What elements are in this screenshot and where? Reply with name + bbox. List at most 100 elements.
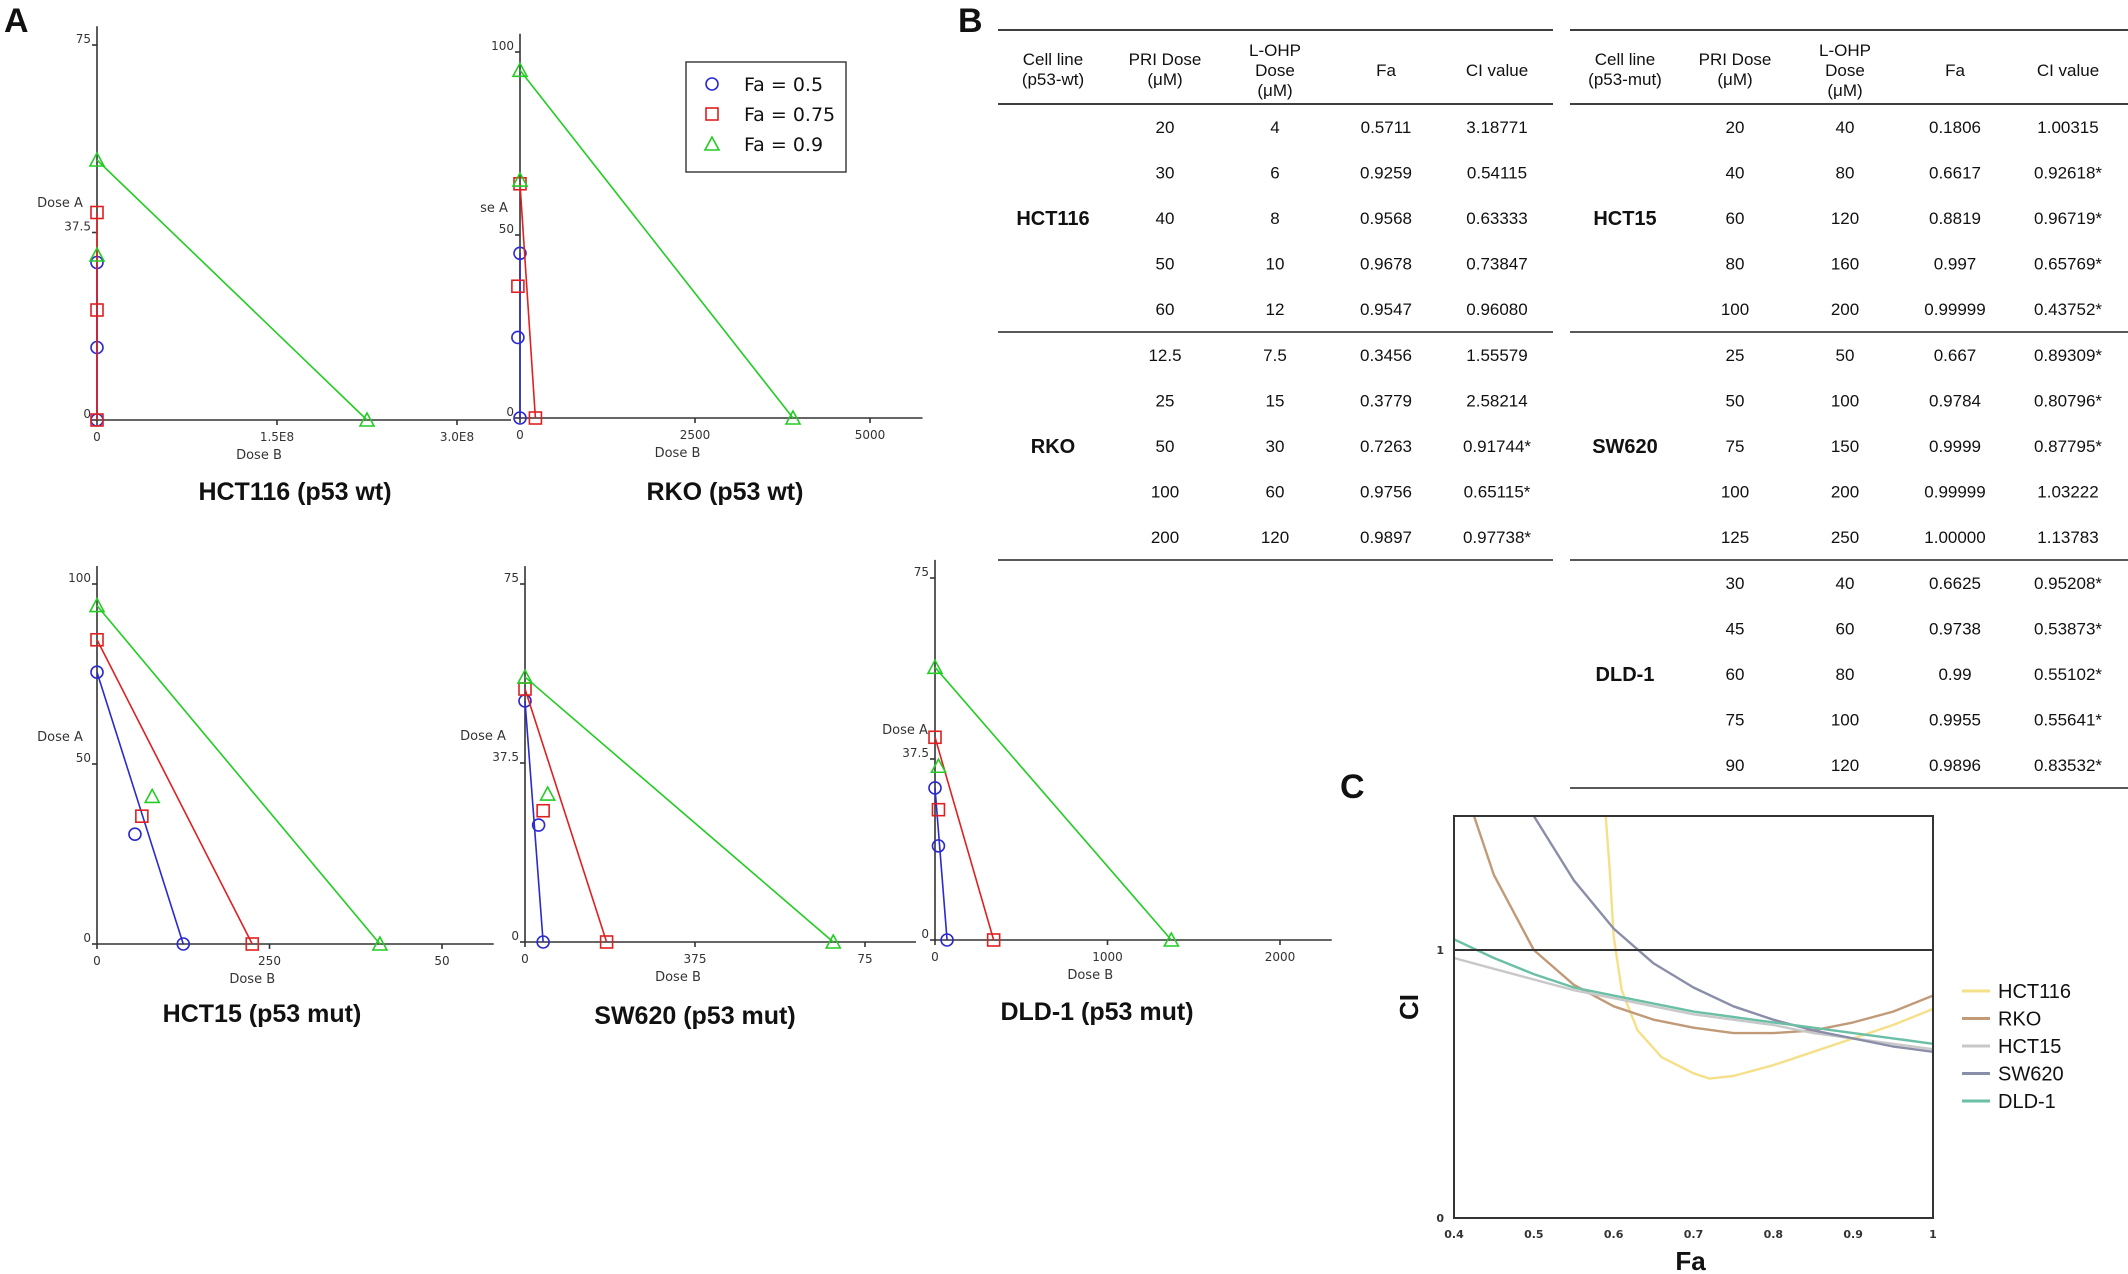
table-cell: 0.55102*	[2034, 665, 2102, 684]
table-cell: 0.43752*	[2034, 300, 2102, 319]
table-cell: 0.63333	[1466, 209, 1527, 228]
isobole-endpoint-b	[90, 413, 104, 427]
y-tick-label: 100	[491, 39, 514, 53]
isobole-endpoint-b	[371, 935, 389, 951]
table-cell: 0.53873*	[2034, 619, 2102, 638]
combination-point	[511, 279, 525, 294]
isobole-line	[519, 183, 537, 419]
table-cell: 60	[1836, 619, 1855, 638]
table-cell: 80	[1836, 665, 1855, 684]
isobole-endpoint-b	[940, 933, 954, 947]
table-cell: 200	[1151, 528, 1179, 547]
isobole-endpoint-b	[358, 411, 376, 427]
table-cell: 0.9897	[1360, 528, 1412, 547]
isobole-endpoint-a	[90, 205, 104, 220]
combination-point	[931, 802, 946, 817]
table-group-label: HCT15	[1593, 208, 1656, 230]
table-header: PRI Dose (μM)	[1699, 50, 1772, 89]
table-cell: 0.5711	[1361, 118, 1412, 137]
table-cell: 60	[1726, 209, 1745, 228]
table-group-label: DLD-1	[1596, 664, 1655, 686]
ci-legend-label: SW620	[1998, 1064, 2064, 1086]
isobole-endpoint-b	[513, 411, 527, 425]
table-cell: 0.80796*	[2034, 391, 2102, 410]
x-tick-label: 0	[93, 954, 101, 968]
ci-legend: HCT116 RKO HCT15 SW620 DLD-1	[1962, 981, 2071, 1113]
y-tick-label: 50	[76, 751, 91, 765]
table-header: PRI Dose (μM)	[1129, 50, 1202, 89]
y-axis-label: Dose A	[460, 729, 506, 744]
combination-point	[511, 171, 529, 187]
ci-curve	[1454, 938, 1933, 1045]
table-cell: 80	[1726, 255, 1745, 274]
x-tick-label: 0	[93, 430, 101, 444]
table-cell: 0.7263	[1360, 437, 1412, 456]
y-axis-label: Dose A	[37, 196, 83, 211]
isobole-endpoint-a	[90, 665, 104, 680]
table-cell: 4	[1270, 118, 1279, 137]
table-cell: 0.6625	[1929, 574, 1981, 593]
isobole-line	[96, 605, 381, 945]
x-tick-label: 3.0E8	[440, 430, 474, 444]
table-cell: 40	[1726, 163, 1745, 182]
table-cell: 0.9547	[1360, 300, 1412, 319]
isobologram-panels: 0 1.5E8 3.0E8 0 37.5 75 Dose B Dose A HCT116 (p5…	[37, 26, 1332, 1030]
isobole-endpoint-b	[245, 937, 260, 951]
isobole-endpoint-a	[513, 246, 527, 261]
table-cell: 120	[1831, 756, 1859, 775]
table-cell: 0.9999	[1929, 437, 1981, 456]
table-cell: 100	[1721, 483, 1749, 502]
y-axis-label: Dose A	[882, 723, 928, 738]
table-header: Cell line (p53-mut)	[1588, 50, 1662, 89]
isobole-endpoint-b	[986, 933, 1001, 947]
table-cell: 0.65769*	[2034, 255, 2102, 274]
ci-curve	[1532, 816, 1933, 1053]
y-tick-label: 0	[506, 405, 514, 419]
ci-x-axis-label: Fa	[1675, 1246, 1706, 1274]
table-header: L-OHP Dose (μM)	[1249, 41, 1301, 100]
legend-label: Fa = 0.5	[744, 74, 823, 96]
table-group-label: RKO	[1031, 436, 1075, 458]
isobole-endpoint-b	[176, 937, 191, 951]
x-tick-label: 0	[521, 952, 529, 966]
isobole-line	[519, 69, 794, 419]
table-cell: 0.3779	[1360, 391, 1412, 410]
table-cell: 30	[1266, 437, 1285, 456]
y-tick-label: 75	[504, 571, 519, 585]
table-cell: 12.5	[1148, 346, 1181, 365]
fa-legend: Fa = 0.5 Fa = 0.75 Fa = 0.9	[685, 61, 847, 173]
table-cell: 200	[1831, 300, 1859, 319]
isobole-endpoint-b	[1162, 931, 1180, 947]
table-cell: 100	[1831, 391, 1859, 410]
table-cell: 90	[1726, 756, 1745, 775]
table-cell: 1.55579	[1466, 346, 1527, 365]
x-axis-label: Dose B	[1067, 968, 1113, 983]
table-cell: 0.667	[1934, 346, 1977, 365]
table-cell: 7.5	[1263, 346, 1287, 365]
ci-x-tick-label: 0.5	[1524, 1228, 1544, 1241]
table-cell: 25	[1156, 391, 1175, 410]
table-cell: 0.1806	[1929, 118, 1981, 137]
table-cell: 1.00000	[1924, 528, 1985, 547]
table-cell: 12	[1266, 300, 1285, 319]
legend-label: Fa = 0.75	[744, 104, 835, 126]
table-cell: 0.99	[1938, 665, 1971, 684]
combination-point	[143, 787, 161, 804]
y-tick-label: 100	[68, 571, 91, 585]
y-tick-label: 0	[83, 407, 91, 421]
table-header: Fa	[1376, 61, 1396, 80]
table-cell: 6	[1270, 163, 1279, 182]
table-cell: 200	[1831, 483, 1859, 502]
y-tick-label: 0	[921, 927, 929, 941]
table-cell: 0.997	[1934, 255, 1977, 274]
x-axis-label: Dose B	[236, 448, 282, 463]
isobologram-1: 0 1.5E8 3.0E8 0 37.5 75 Dose B Dose A HCT116 (p5…	[37, 26, 511, 506]
table-cell: 120	[1831, 209, 1859, 228]
table-cell: 0.9678	[1360, 255, 1412, 274]
isobologram-title: HCT116 (p53 wt)	[198, 478, 391, 506]
x-tick-label: 75	[857, 952, 872, 966]
table-cell: 45	[1726, 619, 1745, 638]
combination-point	[536, 803, 550, 818]
table-cell: 0.87795*	[2034, 437, 2102, 456]
table-cell: 50	[1156, 255, 1175, 274]
